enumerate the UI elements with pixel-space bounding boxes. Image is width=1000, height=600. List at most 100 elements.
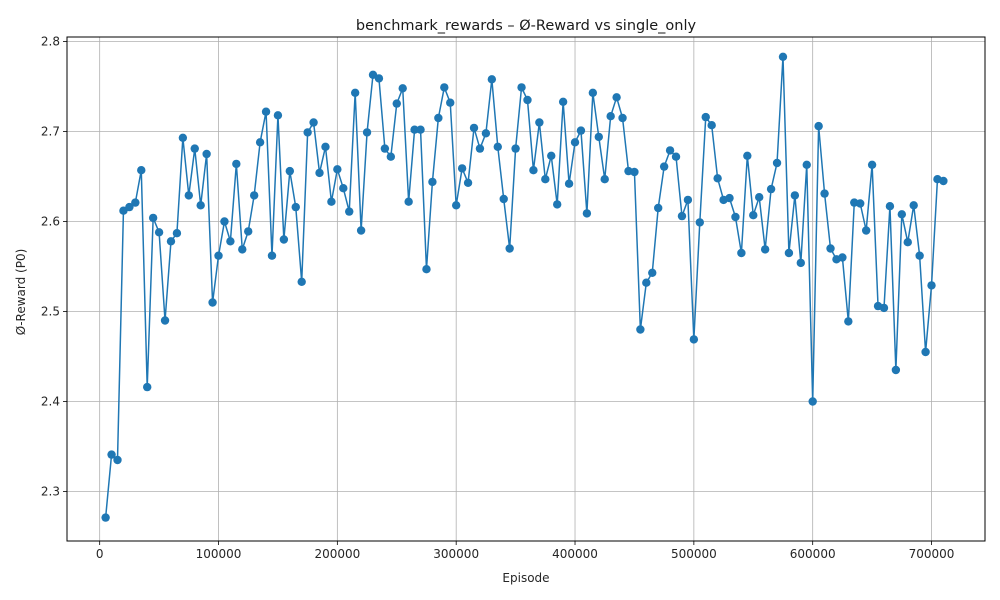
data-point	[612, 93, 621, 102]
data-point	[220, 217, 229, 226]
data-point	[148, 213, 158, 223]
chart-title: benchmark_rewards – Ø-Reward vs single_o…	[356, 18, 697, 34]
data-point	[671, 152, 681, 161]
data-point	[737, 248, 746, 258]
data-point	[558, 97, 568, 107]
data-point	[665, 146, 675, 155]
y-tick-label: 2.8	[41, 35, 60, 49]
data-point	[588, 88, 598, 98]
grid	[67, 37, 985, 541]
y-axis-label: Ø-Reward (P0)	[14, 249, 28, 336]
data-point	[457, 164, 467, 173]
data-point	[303, 128, 312, 137]
data-point	[475, 144, 485, 153]
data-point	[137, 166, 146, 175]
data-point	[909, 201, 918, 210]
data-point	[446, 98, 455, 107]
data-point	[226, 237, 235, 246]
data-point	[125, 202, 134, 212]
data-point	[184, 191, 194, 200]
y-tick-label: 2.7	[41, 125, 60, 139]
data-point	[356, 226, 366, 235]
data-point	[766, 184, 776, 194]
data-point	[725, 193, 734, 203]
y-axis: 2.3 2.4 2.5 2.6 2.7 2.8	[41, 35, 67, 499]
data-point	[784, 248, 794, 258]
data-point	[487, 75, 497, 84]
data-point	[374, 74, 384, 83]
data-point	[154, 228, 164, 237]
data-point	[535, 118, 544, 127]
plot-frame	[66, 36, 986, 542]
data-point	[707, 121, 716, 130]
data-point	[772, 158, 782, 168]
x-tick-label: 300000	[433, 547, 479, 561]
data-point	[689, 335, 699, 344]
data-point	[879, 303, 889, 313]
data-point	[642, 278, 651, 287]
data-point	[463, 178, 473, 187]
data-point	[160, 316, 170, 325]
data-point	[208, 298, 217, 307]
data-point	[249, 191, 259, 200]
x-tick-label: 0	[96, 547, 104, 561]
data-point	[434, 113, 443, 123]
data-point	[517, 83, 526, 92]
data-point	[101, 513, 110, 522]
data-point	[760, 245, 770, 254]
data-point	[826, 244, 835, 253]
data-point	[927, 281, 936, 290]
data-point	[921, 347, 930, 357]
data-point	[214, 251, 223, 260]
data-point	[493, 142, 502, 151]
data-point	[279, 235, 289, 244]
data-point	[309, 118, 318, 127]
data-point	[618, 113, 627, 123]
data-point	[392, 99, 401, 108]
data-point	[196, 201, 205, 210]
data-point	[440, 83, 449, 92]
data-point	[636, 325, 645, 334]
data-point	[790, 191, 800, 200]
data-point	[814, 121, 823, 131]
data-point	[630, 167, 639, 177]
data-point	[570, 138, 580, 147]
data-point	[885, 202, 895, 211]
data-point	[939, 176, 948, 186]
data-point	[897, 210, 907, 219]
data-point	[333, 165, 342, 174]
data-point	[903, 238, 912, 247]
data-point	[648, 268, 657, 277]
data-point	[731, 212, 740, 222]
data-point	[743, 151, 752, 160]
data-point	[695, 218, 704, 227]
data-point	[838, 253, 847, 262]
data-point	[238, 245, 247, 254]
data-point	[261, 107, 271, 116]
data-point	[350, 88, 360, 98]
data-point	[285, 166, 295, 176]
data-point	[755, 193, 764, 202]
data-point	[808, 397, 817, 406]
data-point	[190, 144, 199, 153]
data-point	[469, 123, 479, 133]
data-point	[529, 166, 538, 175]
data-point	[820, 189, 829, 198]
x-axis-label: Episode	[502, 571, 549, 585]
data-point	[778, 52, 788, 61]
x-tick-label: 400000	[552, 547, 598, 561]
series-layer	[101, 52, 948, 522]
data-point	[796, 258, 806, 268]
data-point	[856, 199, 865, 208]
data-point	[202, 149, 211, 159]
data-point	[291, 202, 300, 212]
data-point	[481, 129, 491, 138]
data-point	[861, 226, 871, 235]
y-tick-label: 2.3	[41, 485, 60, 499]
data-point	[511, 144, 520, 153]
x-tick-label: 100000	[196, 547, 242, 561]
data-point	[297, 277, 306, 286]
x-tick-label: 200000	[314, 547, 360, 561]
data-point	[654, 203, 663, 213]
data-point	[315, 168, 324, 178]
